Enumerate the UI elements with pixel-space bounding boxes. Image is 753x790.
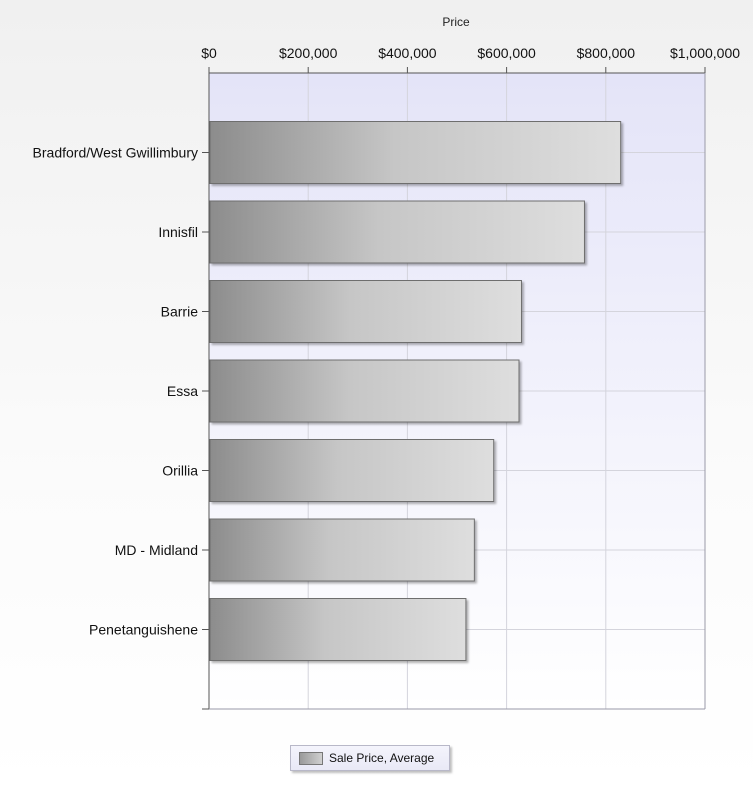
bar — [209, 200, 585, 264]
bars — [209, 121, 622, 661]
x-tick-label: $400,000 — [378, 45, 437, 61]
axes — [202, 67, 706, 710]
x-tick-label: $1,000,000 — [670, 45, 740, 61]
bar — [209, 598, 467, 661]
x-tick-label: $800,000 — [577, 45, 636, 61]
legend-label: Sale Price, Average — [329, 751, 435, 765]
x-tick-label: $600,000 — [477, 45, 536, 61]
x-tick-label: $0 — [201, 45, 217, 61]
bar — [209, 359, 520, 423]
bar — [209, 518, 475, 582]
category-labels: Bradford/West Gwillimbury Innisfil Barrie E… — [33, 145, 199, 638]
x-tick-label: $200,000 — [279, 45, 338, 61]
bar — [209, 439, 495, 502]
x-tick-labels: $0 $200,000 $400,000 $600,000 $800,000 $1,000… — [201, 45, 740, 61]
legend: Sale Price, Average — [290, 745, 450, 771]
category-label: Orillia — [162, 463, 198, 479]
category-label: MD - Midland — [115, 542, 198, 558]
category-label: Penetanguishene — [89, 622, 198, 638]
category-label: Bradford/West Gwillimbury — [33, 145, 198, 161]
category-label: Barrie — [161, 304, 199, 320]
bar — [209, 121, 622, 184]
legend-swatch — [299, 751, 323, 765]
category-label: Innisfil — [158, 224, 198, 240]
bar — [209, 280, 522, 343]
chart-title: Price — [442, 15, 470, 29]
category-label: Essa — [167, 383, 198, 399]
